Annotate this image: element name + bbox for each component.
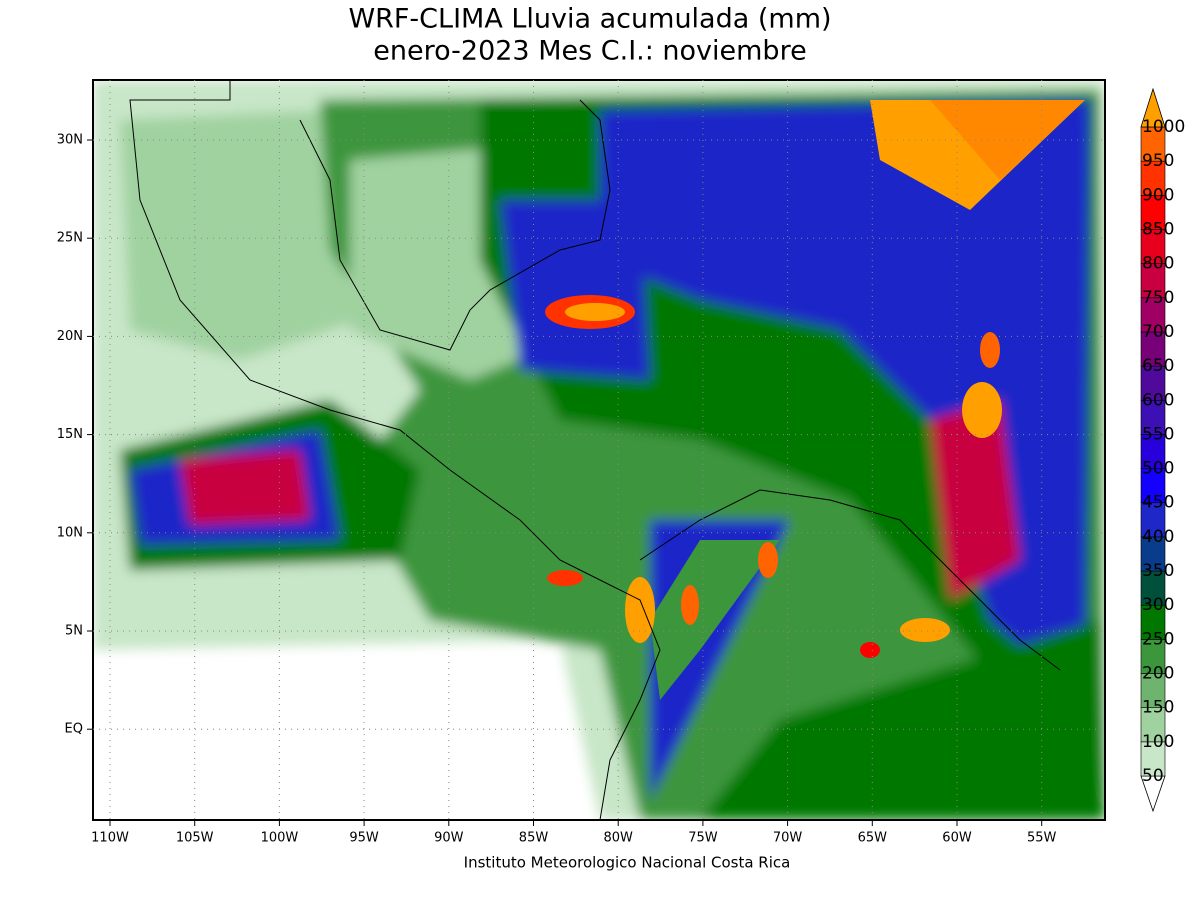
colorbar-label: 1000 <box>1142 117 1185 137</box>
colorbar-label: 550 <box>1142 424 1174 444</box>
colorbar-box <box>1140 126 1166 162</box>
x-tick-label: 100W <box>261 831 299 846</box>
colorbar-box <box>1140 195 1166 230</box>
x-tick-label: 110W <box>91 831 129 846</box>
colorbar-box <box>1140 673 1166 708</box>
y-tick-label: 10N <box>57 525 83 540</box>
y-tick-label: 5N <box>65 624 83 639</box>
x-tick-label: 95W <box>349 831 379 846</box>
title-line: WRF-CLIMA Lluvia acumulada (mm) <box>348 4 831 35</box>
colorbar-box <box>1140 297 1166 333</box>
axes: 110W 105W 100W 95W 90W 85W 80W 75W 70W 65W 60W 55W 3… <box>57 133 1057 846</box>
graticule <box>93 80 1105 820</box>
colorbar-label: 700 <box>1142 322 1174 342</box>
colorbar-label: 800 <box>1142 254 1174 274</box>
colorbar-label: 850 <box>1142 219 1174 239</box>
x-tick-label: 60W <box>942 831 972 846</box>
colorbar-box <box>1140 468 1166 504</box>
precip-field <box>93 80 1105 820</box>
colorbar-box <box>1140 229 1166 264</box>
x-tick-label: 85W <box>519 831 549 846</box>
colorbar-label: 500 <box>1142 459 1174 479</box>
colorbar-box <box>1140 639 1166 674</box>
x-tick-label: 90W <box>434 831 464 846</box>
y-tick-label: 20N <box>57 329 83 344</box>
colorbar-box <box>1140 570 1166 606</box>
colorbar-label: 50 <box>1142 766 1164 786</box>
credit: Instituto Meteorologico Nacional Costa R… <box>464 854 791 872</box>
colorbar-label: 350 <box>1142 561 1174 581</box>
x-tick-label: 105W <box>176 831 214 846</box>
title-line: enero-2023 Mes C.I.: noviembre <box>373 36 806 67</box>
colorbar-end <box>1140 87 1166 128</box>
colorbar-box <box>1140 331 1166 367</box>
y-tick-label: 25N <box>57 231 83 246</box>
colorbar-box <box>1140 263 1166 299</box>
colorbar-label: 450 <box>1142 493 1174 513</box>
colorbar-box <box>1140 536 1166 572</box>
colorbar-label: 400 <box>1142 527 1174 547</box>
colorbar-box <box>1140 399 1166 435</box>
colorbar-box <box>1140 434 1166 469</box>
colorbar-box <box>1140 502 1166 538</box>
colorbar-label: 150 <box>1142 698 1174 718</box>
y-tick-label: 15N <box>57 427 83 442</box>
colorbar-label: 950 <box>1142 151 1174 171</box>
x-tick-label: 55W <box>1027 831 1057 846</box>
colorbar-box <box>1140 604 1166 640</box>
colorbar: 50 100 150 200 250 300 350 400 450 500 550 600 650 70… <box>1140 87 1185 813</box>
colorbar-label: 900 <box>1142 185 1174 205</box>
x-tick-label: 75W <box>688 831 718 846</box>
x-tick-label: 70W <box>773 831 803 846</box>
colorbar-label: 300 <box>1142 595 1174 615</box>
colorbar-label: 200 <box>1142 664 1174 684</box>
colorbar-label: 650 <box>1142 356 1174 376</box>
y-tick-label: 30N <box>57 133 83 148</box>
y-tick-label: EQ <box>65 722 83 737</box>
colorbar-label: 250 <box>1142 629 1174 649</box>
colorbar-label: 100 <box>1142 732 1174 752</box>
colorbar-label: 750 <box>1142 288 1174 308</box>
x-tick-label: 80W <box>603 831 633 846</box>
colorbar-box <box>1140 707 1166 743</box>
map-frame <box>92 79 1106 821</box>
x-tick-label: 65W <box>858 831 888 846</box>
colorbar-box <box>1140 365 1166 401</box>
colorbar-label: 600 <box>1142 390 1174 410</box>
